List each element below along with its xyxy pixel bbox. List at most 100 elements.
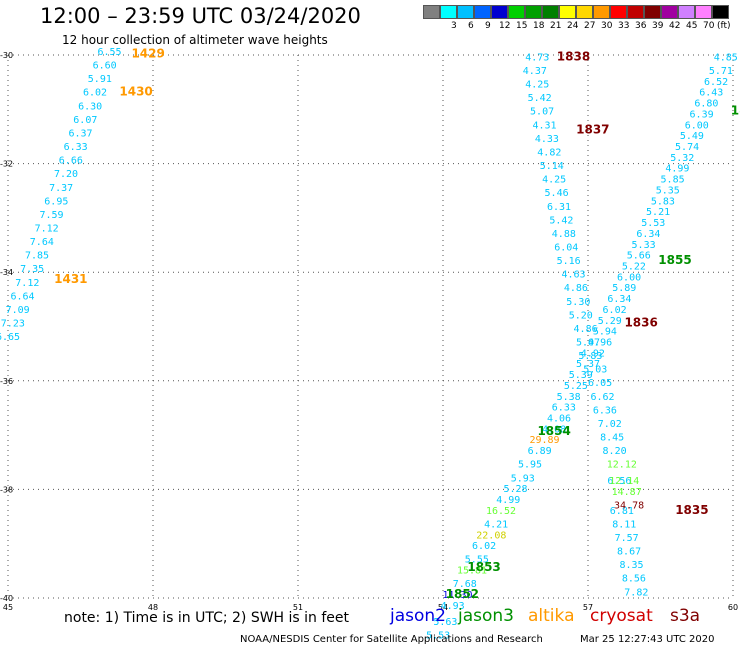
data-point: 5.07 bbox=[530, 107, 554, 118]
x-tick-label: 45 bbox=[3, 603, 13, 612]
data-point: 4.31 bbox=[532, 120, 556, 131]
data-point: 6.00 bbox=[685, 120, 709, 131]
data-point: 5.07 bbox=[576, 338, 600, 349]
color-scale-label: 3 bbox=[451, 21, 457, 31]
data-point: 7.82 bbox=[624, 587, 648, 598]
time-label: 1430 bbox=[119, 85, 152, 99]
color-swatch bbox=[661, 5, 678, 19]
data-point: 5.35 bbox=[656, 185, 680, 196]
data-point: 4.99 bbox=[496, 495, 520, 506]
color-swatch bbox=[457, 5, 474, 19]
color-swatch bbox=[525, 5, 542, 19]
color-swatch bbox=[559, 5, 576, 19]
x-tick-label: 57 bbox=[583, 603, 593, 612]
data-point: 5.20 bbox=[569, 310, 593, 321]
timestamp-footer: Mar 25 12:27:43 UTC 2020 bbox=[580, 634, 715, 645]
data-point: 4.08 bbox=[542, 424, 566, 435]
data-point: 6.02 bbox=[83, 88, 107, 99]
data-point: 5.29 bbox=[598, 316, 622, 327]
time-label: 1835 bbox=[675, 503, 708, 517]
data-point: 7.02 bbox=[598, 419, 622, 430]
data-point: 6.65 bbox=[0, 332, 20, 343]
data-point: 5.83 bbox=[578, 351, 602, 362]
color-scale-label: 39 bbox=[652, 21, 664, 31]
data-point: 7.35 bbox=[20, 264, 44, 275]
color-swatch bbox=[491, 5, 508, 19]
data-point: 4.25 bbox=[525, 80, 549, 91]
data-point: 6.34 bbox=[607, 294, 631, 305]
color-scale-label: 9 bbox=[485, 21, 491, 31]
satellite-cryosat: cryosat bbox=[590, 606, 653, 626]
data-point: 5.21 bbox=[646, 207, 670, 218]
data-point: 5.37 bbox=[576, 359, 600, 370]
color-swatch bbox=[542, 5, 559, 19]
color-swatch bbox=[440, 5, 457, 19]
data-point: 5.91 bbox=[88, 74, 112, 85]
data-point: 6.80 bbox=[694, 99, 718, 110]
time-label: 1852 bbox=[446, 587, 479, 601]
note-text: note: 1) Time is in UTC; 2) SWH is in fe… bbox=[64, 610, 350, 626]
data-point: 15.81 bbox=[457, 566, 487, 577]
data-point: 6.55 bbox=[97, 47, 121, 58]
data-point: 7.12 bbox=[15, 278, 39, 289]
time-label: 1836 bbox=[624, 316, 657, 330]
y-tick-label: -38 bbox=[0, 485, 13, 494]
data-point: 6.33 bbox=[64, 142, 88, 153]
data-point: 4.06 bbox=[547, 414, 571, 425]
data-point: 34.78 bbox=[614, 500, 644, 511]
data-point: 5.53 bbox=[426, 631, 450, 642]
y-tick-label: -30 bbox=[0, 51, 13, 60]
data-point: 7.64 bbox=[30, 237, 54, 248]
data-point: 7.09 bbox=[6, 305, 30, 316]
color-scale-label: 12 bbox=[499, 21, 511, 31]
data-point: 4.93 bbox=[441, 601, 465, 612]
data-point: 4.25 bbox=[542, 175, 566, 186]
data-point: 6.05 bbox=[588, 378, 612, 389]
data-point: 5.42 bbox=[549, 215, 573, 226]
data-point: 11.30 bbox=[442, 590, 472, 601]
data-point: 5.71 bbox=[709, 66, 733, 77]
time-label: 1838 bbox=[557, 49, 590, 63]
data-point: 16.52 bbox=[486, 506, 516, 517]
satellite-altika: altika bbox=[528, 606, 575, 626]
x-tick-label: 48 bbox=[148, 603, 158, 612]
data-point: 6.60 bbox=[93, 61, 117, 72]
data-point: 5.66 bbox=[627, 251, 651, 262]
data-point: 8.35 bbox=[619, 560, 643, 571]
color-scale-label: 45 bbox=[686, 21, 698, 31]
data-point: 6.33 bbox=[552, 403, 576, 414]
time-label: 1837 bbox=[576, 123, 609, 137]
data-point: 5.30 bbox=[566, 297, 590, 308]
data-point: 4.82 bbox=[537, 147, 561, 158]
color-scale-label: 30 bbox=[601, 21, 613, 31]
data-point: 12.12 bbox=[607, 460, 637, 471]
color-scale-label: 70 bbox=[703, 21, 715, 31]
data-point: 5.74 bbox=[675, 142, 699, 153]
data-point: 5.83 bbox=[651, 196, 675, 207]
color-scale-label: 36 bbox=[635, 21, 647, 31]
y-tick-label: -34 bbox=[0, 268, 13, 277]
data-point: 4.96 bbox=[588, 338, 612, 349]
x-tick-label: 60 bbox=[728, 603, 738, 612]
data-point: 7.68 bbox=[453, 579, 477, 590]
data-point: 6.37 bbox=[68, 128, 92, 139]
data-point: 7.12 bbox=[35, 223, 59, 234]
color-swatch bbox=[627, 5, 644, 19]
data-point: 6.36 bbox=[593, 405, 617, 416]
data-point: 5.53 bbox=[641, 218, 665, 229]
data-point: 5.49 bbox=[680, 131, 704, 142]
satellite-jason2: jason2 bbox=[390, 606, 446, 626]
color-swatch bbox=[576, 5, 593, 19]
color-scale-label: 33 bbox=[618, 21, 630, 31]
data-point: 6.04 bbox=[554, 242, 578, 253]
data-point: 4.92 bbox=[581, 348, 605, 359]
x-tick-label: 51 bbox=[293, 603, 303, 612]
data-point: 5.85 bbox=[661, 175, 685, 186]
data-point: 6.30 bbox=[78, 101, 102, 112]
page-title: 12:00 – 23:59 UTC 03/24/2020 bbox=[40, 4, 361, 28]
data-point: 12.14 bbox=[609, 476, 639, 487]
color-scale-label: 27 bbox=[584, 21, 596, 31]
color-swatch bbox=[610, 5, 627, 19]
data-point: 5.28 bbox=[503, 484, 527, 495]
data-point: 29.89 bbox=[529, 435, 559, 446]
